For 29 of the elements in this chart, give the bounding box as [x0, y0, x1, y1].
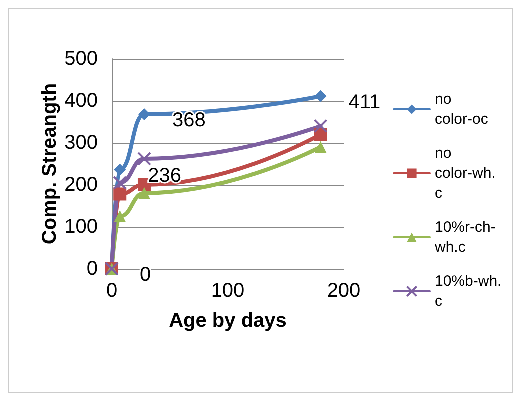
- point: [114, 188, 127, 201]
- y-tick-label: 100: [64, 216, 98, 238]
- y-tick-label: 0: [86, 258, 98, 280]
- point: [138, 108, 150, 120]
- data-label: 411: [348, 91, 381, 114]
- point: [314, 90, 327, 102]
- x-tick-label: 200: [327, 280, 361, 302]
- y-axis-title: Comp. Streangth: [39, 83, 61, 245]
- y-tick-label: 300: [64, 132, 98, 154]
- data-label: 236: [148, 164, 182, 187]
- data-label: 368: [172, 109, 206, 132]
- point: [314, 119, 328, 134]
- x-axis-title: Age by days: [169, 310, 287, 332]
- point: [138, 187, 150, 200]
- legend-label: 10%r-ch-wh.c: [434, 219, 496, 256]
- point: [137, 152, 152, 166]
- x-tick-label: 100: [211, 280, 245, 302]
- legend-label: no color-oc: [435, 91, 489, 128]
- y-tick-label: 200: [64, 174, 98, 196]
- y-tick-label: 400: [64, 90, 98, 112]
- y-tick-label: 500: [64, 48, 98, 70]
- data-label: 0: [140, 264, 152, 286]
- point: [114, 210, 126, 222]
- legend-label: 10%b-wh.c: [435, 273, 502, 310]
- point: [113, 176, 128, 190]
- point: [114, 164, 126, 176]
- point: [314, 141, 327, 154]
- x-tick-label: 0: [106, 280, 118, 302]
- legend-label: no color-wh.c: [435, 145, 496, 202]
